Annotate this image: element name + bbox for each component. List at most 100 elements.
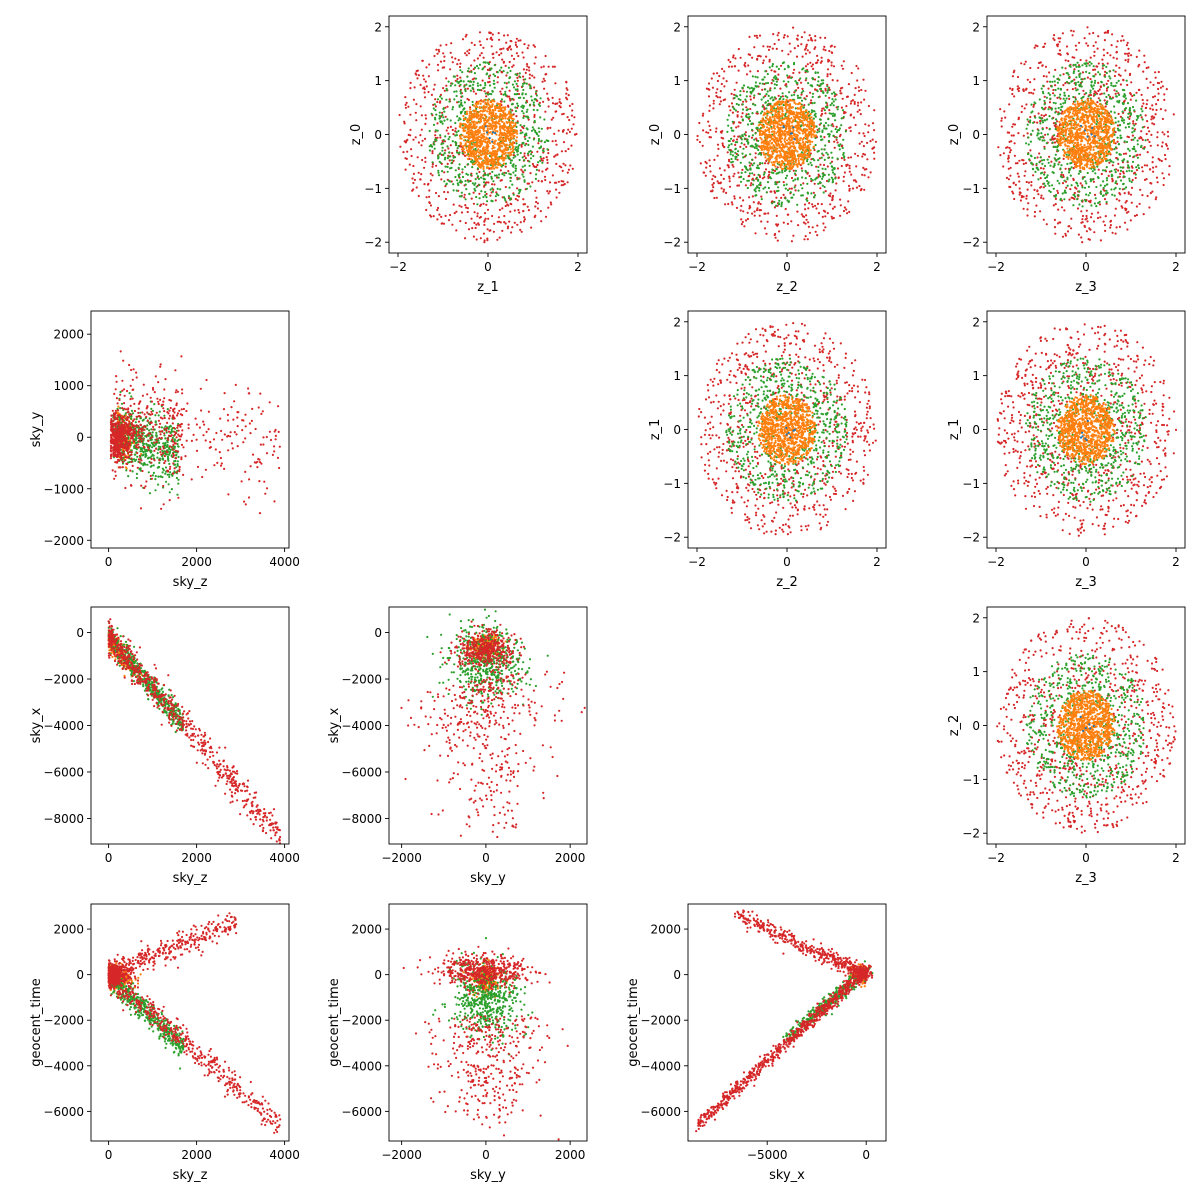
scatter-point — [819, 122, 823, 125]
scatter-point — [445, 129, 448, 132]
scatter-point — [802, 149, 805, 152]
scatter-point — [565, 92, 568, 95]
scatter-point — [822, 79, 825, 82]
scatter-point — [742, 177, 745, 181]
scatter-point — [479, 154, 482, 157]
scatter-point — [503, 143, 507, 146]
scatter-point — [458, 163, 461, 166]
scatter-point — [774, 181, 777, 184]
scatter-point — [501, 58, 504, 61]
scatter-point — [727, 65, 731, 68]
scatter-point — [803, 146, 806, 149]
scatter-point — [748, 204, 751, 208]
scatter-point — [791, 153, 794, 156]
scatter-point — [839, 204, 842, 207]
scatter-point — [465, 206, 468, 209]
scatter-point — [510, 103, 513, 106]
scatter-point — [774, 136, 778, 140]
scatter-point — [771, 63, 775, 66]
scatter-point — [469, 108, 472, 111]
scatter-point — [504, 117, 507, 120]
scatter-point — [716, 72, 719, 75]
scatter-point — [565, 96, 568, 99]
scatter-point — [773, 163, 776, 167]
scatter-point — [775, 168, 778, 171]
scatter-point — [823, 158, 826, 161]
scatter-point — [841, 97, 844, 100]
scatter-point — [799, 115, 802, 118]
scatter-point — [756, 85, 759, 88]
scatter-point — [743, 143, 746, 146]
scatter-point — [767, 186, 771, 190]
scatter-point — [745, 100, 748, 103]
scatter-point — [797, 157, 800, 160]
scatter-point — [1017, 89, 1020, 93]
scatter-point — [796, 128, 799, 131]
scatter-point — [487, 163, 490, 166]
scatter-point — [780, 121, 784, 124]
scatter-point — [538, 101, 542, 104]
scatter-point — [827, 194, 831, 197]
scatter-point — [436, 136, 439, 139]
scatter-point — [441, 114, 444, 117]
scatter-point — [534, 56, 537, 59]
scatter-point — [425, 85, 428, 88]
scatter-point — [515, 142, 518, 145]
scatter-point — [445, 77, 448, 80]
scatter-point — [712, 107, 715, 110]
scatter-point — [1092, 220, 1096, 223]
scatter-point — [1172, 113, 1175, 116]
scatter-point — [790, 220, 793, 223]
scatter-point — [789, 50, 792, 53]
scatter-point — [755, 147, 759, 150]
scatter-point — [436, 208, 439, 212]
scatter-point — [831, 114, 835, 117]
scatter-point — [540, 220, 543, 223]
scatter-point — [516, 76, 519, 79]
scatter-point — [842, 180, 845, 183]
scatter-point — [764, 94, 767, 98]
scatter-point — [794, 89, 797, 92]
scatter-point — [526, 128, 529, 131]
scatter-point — [517, 147, 520, 150]
scatter-point — [507, 146, 510, 149]
scatter-point — [864, 123, 867, 126]
scatter-point — [784, 132, 787, 136]
scatter-point — [481, 68, 484, 71]
scatter-point — [826, 104, 829, 107]
scatter-point — [1056, 96, 1059, 99]
scatter-point — [543, 175, 547, 178]
scatter-point — [733, 195, 736, 198]
scatter-point — [515, 37, 519, 40]
scatter-point — [529, 87, 532, 90]
scatter-point — [503, 131, 506, 134]
scatter-point — [1089, 93, 1093, 97]
scatter-point — [490, 93, 493, 96]
scatter-point — [427, 182, 430, 185]
scatter-point — [526, 139, 530, 143]
scatter-point — [431, 163, 434, 166]
scatter-point — [767, 110, 770, 114]
scatter-point — [1033, 215, 1036, 218]
y-tick-label: 1 — [673, 74, 681, 88]
scatter-point — [808, 202, 811, 205]
scatter-point — [540, 180, 543, 183]
scatter-point — [806, 63, 809, 66]
scatter-point — [520, 230, 523, 233]
scatter-point — [471, 163, 475, 166]
scatter-point — [560, 184, 563, 187]
scatter-point — [431, 174, 434, 177]
scatter-point — [708, 109, 711, 112]
scatter-point — [464, 204, 467, 207]
scatter-point — [510, 151, 513, 154]
scatter-point — [869, 171, 872, 174]
scatter-point — [498, 138, 501, 141]
scatter-point — [484, 148, 487, 151]
scatter-point — [463, 139, 466, 142]
scatter-point — [548, 190, 552, 193]
scatter-point — [739, 145, 742, 148]
scatter-point — [855, 186, 859, 189]
scatter-point — [537, 103, 541, 106]
scatter-point — [744, 131, 748, 134]
scatter-point — [840, 124, 843, 127]
